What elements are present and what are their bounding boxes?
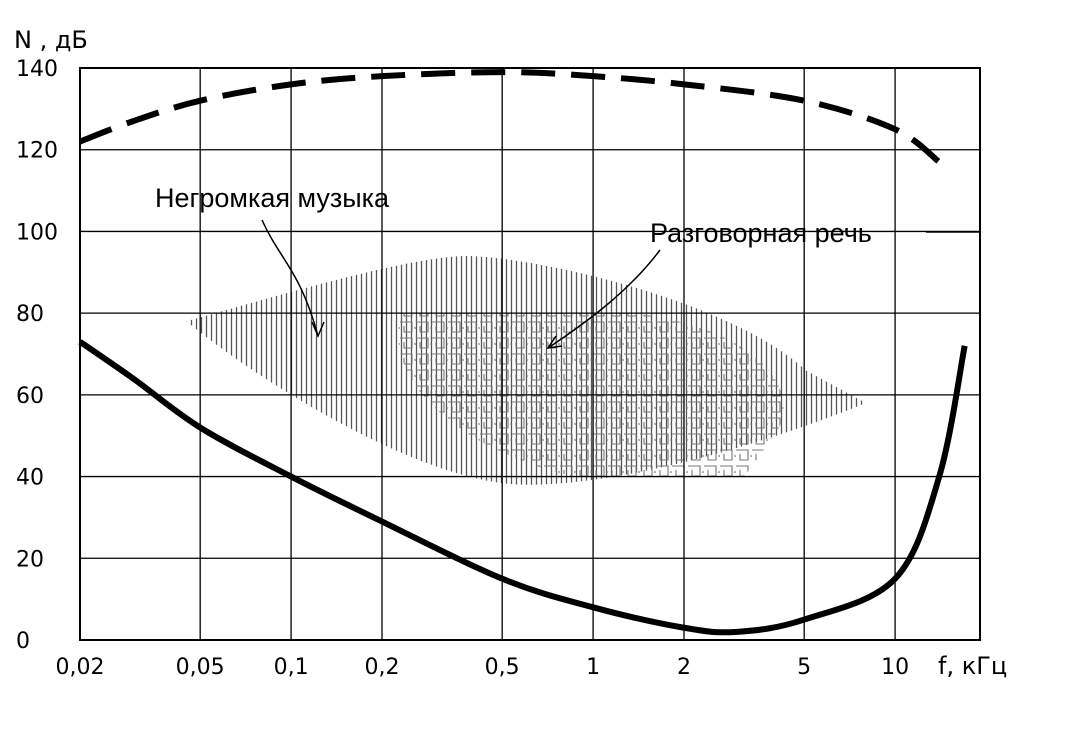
y-tick-label: 0: [16, 629, 30, 654]
annotations: Негромкая музыка Разговорная речь: [155, 183, 981, 349]
x-tick-label: 0,5: [485, 655, 520, 680]
tick-labels: 0 20 40 60 80 100 120 140 0,02 0,05 0,1 0,2 0,5 1 2 5 10: [16, 57, 909, 680]
bracket-line: [926, 231, 981, 320]
arrowhead-music: [311, 321, 325, 338]
x-tick-label: 0,1: [274, 655, 309, 680]
annotation-speech: Разговорная речь: [650, 218, 872, 248]
grid: [79, 67, 981, 641]
annotation-music: Негромкая музыка: [155, 183, 390, 213]
y-tick-label: 20: [16, 547, 44, 572]
x-tick-label: 0,2: [365, 655, 400, 680]
x-tick-label: 5: [797, 655, 811, 680]
arrowhead-speech: [546, 335, 563, 349]
y-axis-title: N , дБ: [14, 26, 88, 54]
series-pain-threshold: [78, 69, 942, 165]
x-tick-label: 0,02: [56, 655, 105, 680]
y-tick-label: 80: [16, 302, 44, 327]
series-hearing-threshold: [78, 339, 968, 636]
y-tick-label: 100: [16, 220, 58, 245]
x-tick-label: 10: [881, 655, 909, 680]
y-tick-label: 120: [16, 139, 58, 164]
plot-frame: [79, 67, 981, 641]
series: [78, 69, 968, 636]
x-axis-title: f, кГц: [938, 652, 1007, 680]
x-tick-label: 0,05: [176, 655, 225, 680]
leader-line-speech: [547, 249, 661, 349]
y-tick-label: 40: [16, 466, 44, 491]
y-tick-label: 60: [16, 384, 44, 409]
leader-line-music: [261, 219, 319, 337]
y-tick-label: 140: [16, 57, 58, 82]
x-tick-label: 2: [677, 655, 691, 680]
x-tick-label: 1: [586, 655, 600, 680]
